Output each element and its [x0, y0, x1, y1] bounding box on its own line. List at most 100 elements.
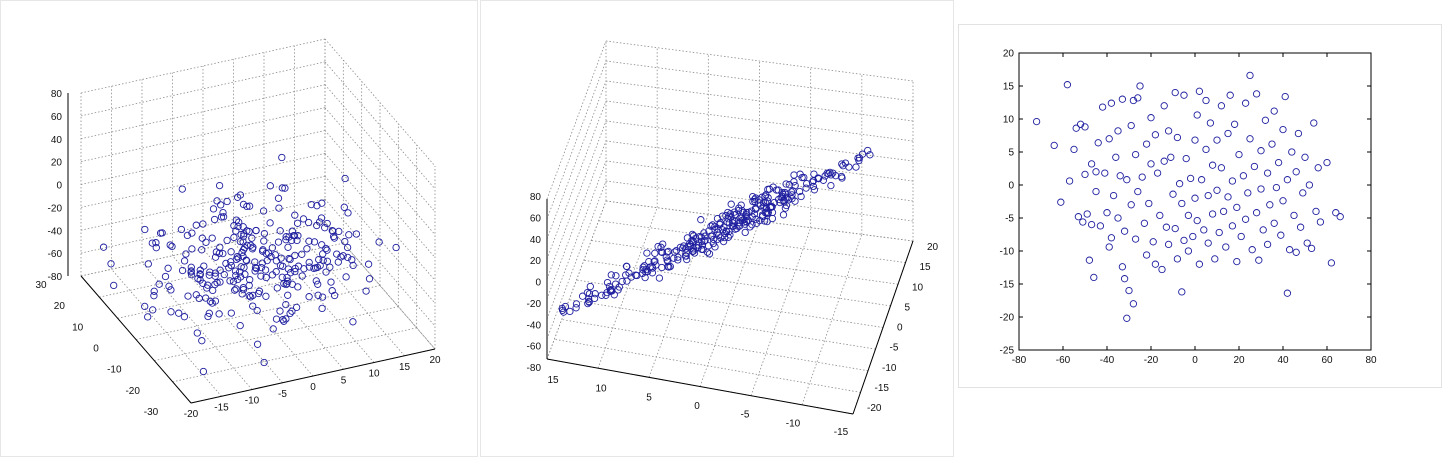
data-point [782, 180, 790, 188]
data-point [1147, 160, 1155, 168]
data-point [855, 156, 863, 165]
z-tick-label: 60 [51, 112, 63, 123]
z-tick-label: 20 [530, 256, 542, 267]
data-point [1312, 207, 1320, 216]
y-tick-label: 15 [1003, 82, 1015, 93]
data-point [1270, 219, 1278, 227]
data-point [260, 358, 268, 367]
data-point [274, 238, 283, 246]
data-point [1114, 214, 1122, 222]
data-point [767, 202, 775, 211]
data-point [1131, 150, 1140, 159]
y-tick-label: 15 [920, 262, 932, 273]
z-tick-label: 60 [530, 213, 542, 224]
data-point [223, 197, 231, 206]
data-point [1127, 121, 1135, 130]
data-point [323, 257, 332, 265]
data-point [694, 244, 702, 252]
data-point [1101, 169, 1109, 177]
data-point [1290, 211, 1298, 220]
data-point [1215, 228, 1223, 237]
data-point [237, 263, 245, 271]
data-point [648, 263, 656, 271]
x-tick-label: 15 [399, 362, 411, 373]
data-point [1112, 153, 1120, 161]
data-point [1277, 231, 1285, 239]
data-point [1127, 201, 1135, 209]
figure-frame [958, 24, 1442, 388]
data-point [1063, 81, 1072, 89]
data-point [216, 243, 224, 251]
data-point [727, 200, 735, 208]
data-point [238, 290, 246, 298]
data-point [1202, 96, 1210, 105]
data-point [1145, 199, 1153, 208]
data-point [1090, 273, 1098, 282]
data-point [1164, 240, 1173, 249]
grid-line [605, 180, 914, 222]
data-point [315, 218, 324, 226]
data-point [800, 173, 808, 182]
data-point [269, 325, 277, 333]
data-point [1171, 224, 1179, 233]
data-point [598, 291, 606, 299]
data-point [1208, 161, 1217, 169]
data-point [245, 202, 254, 210]
data-point [291, 251, 299, 260]
data-point [772, 186, 781, 194]
data-point [328, 287, 336, 295]
data-point [781, 188, 789, 197]
data-point [583, 288, 592, 297]
data-point [283, 279, 291, 288]
data-point [245, 292, 253, 300]
data-point [180, 313, 189, 321]
data-point [310, 238, 319, 246]
data-point [187, 263, 195, 271]
data-point [735, 204, 743, 212]
data-point [1228, 222, 1237, 230]
data-point [748, 213, 756, 221]
data-point [1332, 209, 1340, 217]
x-tick-label: 0 [694, 401, 700, 412]
y-tick-label: -20 [1000, 313, 1015, 324]
data-point [168, 242, 176, 251]
data-point [713, 228, 721, 236]
x-tick-label: 10 [368, 369, 380, 380]
data-point [272, 268, 280, 276]
grid-line [172, 255, 283, 384]
data-point [1129, 300, 1138, 308]
data-point [392, 243, 400, 252]
data-point [291, 211, 299, 219]
data-point [1182, 154, 1190, 163]
data-point [708, 221, 717, 229]
grid-line [597, 207, 658, 369]
grid-line [324, 61, 436, 190]
data-point [150, 287, 158, 295]
data-point [640, 262, 649, 270]
data-point [199, 220, 207, 228]
data-point [1120, 227, 1129, 235]
data-point [232, 227, 240, 235]
z-tick-label: 80 [530, 192, 542, 203]
data-point [257, 263, 266, 272]
data-point [267, 253, 275, 261]
data-point [1065, 177, 1074, 185]
data-point [1189, 232, 1197, 241]
data-point [204, 312, 212, 321]
data-point [1228, 177, 1237, 185]
data-point [312, 264, 320, 272]
data-point [327, 278, 335, 286]
grid-line [324, 107, 436, 235]
data-point [748, 221, 756, 229]
data-point [1305, 181, 1314, 189]
data-point [795, 187, 804, 196]
data-point [231, 286, 239, 294]
data-point [838, 174, 846, 182]
data-point [243, 202, 251, 211]
data-point [1191, 194, 1199, 202]
data-point [627, 273, 635, 281]
data-point [764, 208, 772, 217]
data-point [260, 237, 268, 245]
grid-line [546, 180, 607, 340]
y-tick-label: -10 [1000, 247, 1015, 258]
